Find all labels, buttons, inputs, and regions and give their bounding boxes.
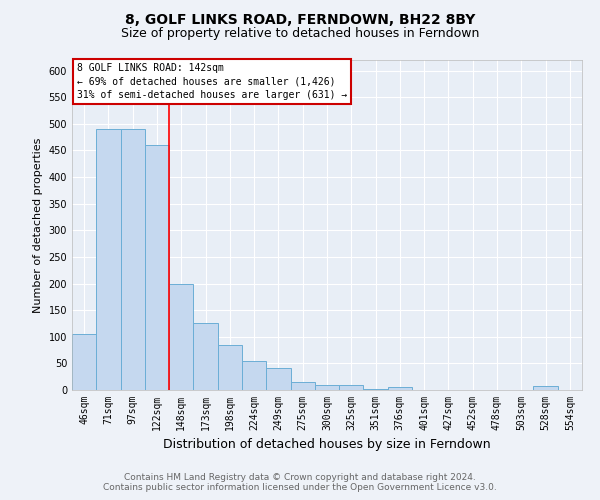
Bar	[96, 129, 121, 390]
Bar	[145, 145, 169, 390]
Text: 8, GOLF LINKS ROAD, FERNDOWN, BH22 8BY: 8, GOLF LINKS ROAD, FERNDOWN, BH22 8BY	[125, 12, 475, 26]
Bar	[121, 129, 145, 390]
Bar	[364, 389, 388, 390]
Bar	[72, 334, 96, 390]
Text: Size of property relative to detached houses in Ferndown: Size of property relative to detached ho…	[121, 28, 479, 40]
Bar	[242, 360, 266, 390]
Bar	[193, 324, 218, 390]
Bar	[315, 384, 339, 390]
Bar	[533, 386, 558, 390]
Bar	[266, 368, 290, 390]
Bar	[218, 345, 242, 390]
Text: 8 GOLF LINKS ROAD: 142sqm
← 69% of detached houses are smaller (1,426)
31% of se: 8 GOLF LINKS ROAD: 142sqm ← 69% of detac…	[77, 64, 347, 100]
Bar	[290, 382, 315, 390]
Bar	[339, 384, 364, 390]
X-axis label: Distribution of detached houses by size in Ferndown: Distribution of detached houses by size …	[163, 438, 491, 452]
Y-axis label: Number of detached properties: Number of detached properties	[33, 138, 43, 312]
Text: Contains HM Land Registry data © Crown copyright and database right 2024.
Contai: Contains HM Land Registry data © Crown c…	[103, 473, 497, 492]
Bar	[388, 388, 412, 390]
Bar	[169, 284, 193, 390]
